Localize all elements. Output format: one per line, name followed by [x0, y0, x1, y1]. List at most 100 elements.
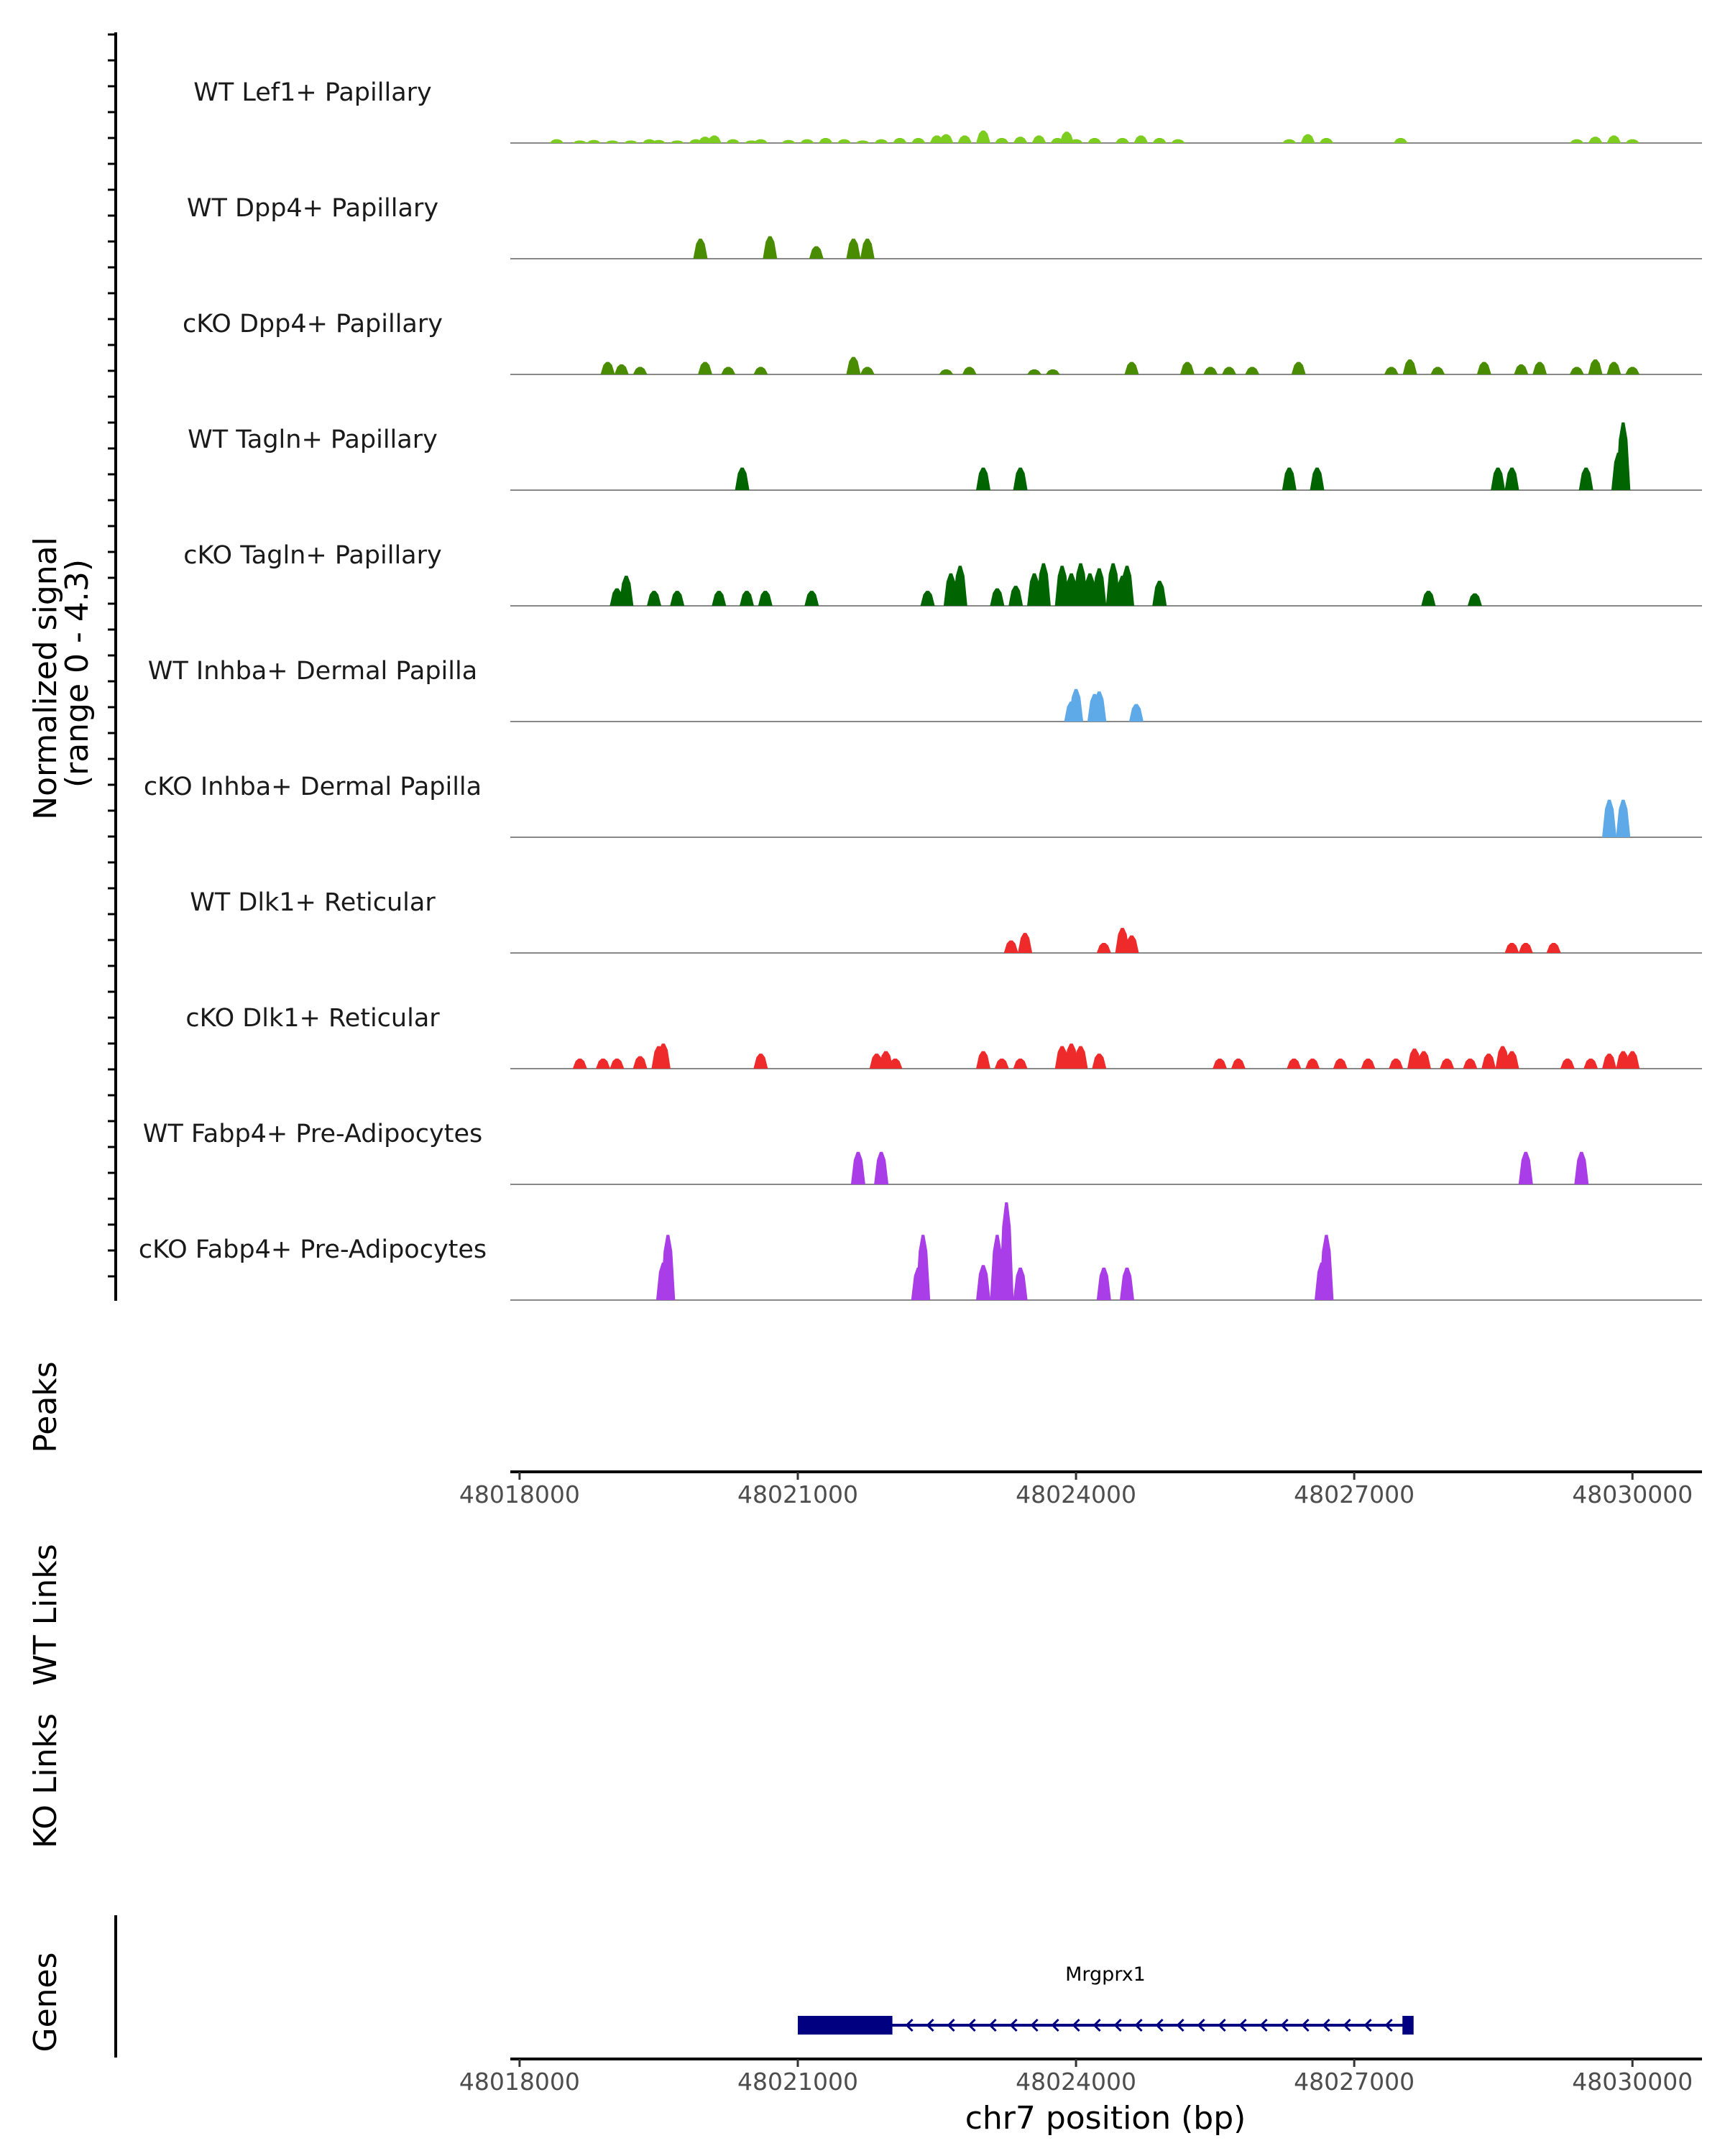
- coverage-peak: [1504, 467, 1519, 490]
- coverage-peak: [707, 135, 722, 143]
- coverage-peak: [600, 361, 615, 374]
- track-5: WT Inhba+ Dermal Papilla: [148, 657, 1702, 722]
- coverage-peak: [753, 367, 768, 374]
- strand-arrow: [1238, 2018, 1247, 2032]
- coverage-peak: [1481, 1054, 1496, 1069]
- signal-axis-title-line1: Normalized signal: [27, 537, 64, 820]
- ko-links-panel-title: KO Links: [27, 1713, 64, 1848]
- x-tick-label: 48024000: [1016, 2068, 1136, 2096]
- coverage-peak: [586, 139, 602, 143]
- coverage-peak: [1389, 1059, 1404, 1069]
- coverage-peak: [888, 1059, 903, 1069]
- coverage-peak: [632, 1056, 648, 1069]
- coverage-peak: [939, 134, 954, 143]
- coverage-peak: [1310, 467, 1325, 490]
- x-tick-label: 48030000: [1572, 1480, 1693, 1508]
- strand-arrow: [1322, 2018, 1330, 2032]
- coverage-peak: [846, 239, 861, 259]
- coverage-peak: [1393, 138, 1408, 143]
- strand-arrow: [1301, 2018, 1310, 2032]
- track-9: WT Fabp4+ Pre-Adipocytes: [143, 1120, 1702, 1185]
- x-tick-label: 48027000: [1294, 1480, 1414, 1508]
- coverage-peak: [1069, 139, 1084, 143]
- track-10: cKO Fabp4+ Pre-Adipocytes: [139, 1202, 1702, 1301]
- x-tick-label: 48021000: [737, 1480, 858, 1508]
- track-label: WT Dpp4+ Papillary: [187, 194, 438, 223]
- coverage-peak: [758, 591, 773, 606]
- coverage-peak: [604, 140, 620, 143]
- x-tick-label: 48024000: [1016, 1480, 1136, 1508]
- coverage-peak: [1467, 593, 1482, 606]
- coverage-peak: [809, 246, 824, 259]
- coverage-peak: [1018, 933, 1033, 953]
- coverage-peak: [1606, 361, 1622, 374]
- coverage-peak: [850, 1151, 865, 1184]
- coverage-peak: [1073, 1046, 1088, 1069]
- strand-arrow: [947, 2018, 955, 2032]
- coverage-peak: [549, 139, 564, 143]
- track-label: WT Tagln+ Papillary: [188, 425, 438, 454]
- strand-arrow: [967, 2018, 976, 2032]
- coverage-peak: [1625, 139, 1640, 143]
- coverage-peak: [1602, 1054, 1616, 1069]
- coverage-peak: [1092, 568, 1107, 606]
- strand-arrow: [1197, 2018, 1205, 2032]
- gene-model-mrgprx1: [797, 2016, 1414, 2035]
- coverage-peak: [725, 139, 740, 143]
- coverage-peak: [1213, 1059, 1228, 1069]
- coverage-peak: [1031, 135, 1046, 143]
- coverage-peak: [1616, 422, 1631, 490]
- coverage-peak: [1532, 361, 1547, 374]
- coverage-peak: [614, 364, 629, 374]
- coverage-peak: [1514, 364, 1529, 374]
- coverage-peak: [1013, 467, 1028, 490]
- track-6: cKO Inhba+ Dermal Papilla: [144, 773, 1702, 838]
- strand-arrow: [926, 2018, 934, 2032]
- track-8: cKO Dlk1+ Reticular: [185, 1004, 1702, 1069]
- coverage-peak: [1384, 367, 1399, 374]
- coverage-peak: [1120, 566, 1134, 606]
- x-tick-label: 48021000: [737, 2068, 858, 2096]
- coverage-peak: [804, 591, 819, 606]
- coverage-peak: [1616, 799, 1631, 837]
- coverage-peak: [1518, 1151, 1533, 1184]
- coverage-peak: [1476, 361, 1491, 374]
- coverage-peak: [1588, 137, 1603, 143]
- coverage-peak: [1027, 369, 1041, 374]
- coverage-peak: [670, 140, 685, 143]
- strand-arrow: [1176, 2018, 1184, 2032]
- coverage-peak: [874, 1151, 889, 1184]
- coverage-peak: [1319, 1235, 1334, 1300]
- signal-axis-title: Normalized signal (range 0 - 4.3): [27, 527, 96, 820]
- coverage-peak: [1087, 138, 1102, 143]
- coverage-peak: [1574, 1151, 1589, 1184]
- coverage-tracks: WT Lef1+ Papillary WT Dpp4+ Papillary cKO …: [139, 78, 1702, 1301]
- coverage-peak: [661, 1235, 676, 1300]
- coverage-peak: [1588, 359, 1603, 374]
- coverage-peak: [763, 236, 778, 259]
- coverage-peak: [1230, 1059, 1246, 1069]
- coverage-peak: [1092, 1054, 1107, 1069]
- coverage-peak: [1569, 139, 1584, 143]
- coverage-peak: [1128, 704, 1144, 722]
- coverage-peak: [698, 361, 712, 374]
- coverage-peak: [994, 138, 1009, 143]
- coverage-peak: [632, 367, 648, 374]
- coverage-peak: [1282, 139, 1297, 143]
- coverage-peak: [916, 1235, 931, 1300]
- coverage-peak: [1583, 1059, 1598, 1069]
- coverage-peak: [855, 140, 870, 143]
- coverage-peak: [957, 135, 972, 143]
- coverage-peak: [952, 566, 967, 606]
- coverage-peak: [1463, 1059, 1478, 1069]
- strand-arrow: [1009, 2018, 1018, 2032]
- signal-axis-ticks: [108, 33, 116, 1278]
- gene-exon: [797, 2016, 893, 2035]
- strand-arrow: [1092, 2018, 1101, 2032]
- coverage-peak: [1430, 367, 1445, 374]
- track-0: WT Lef1+ Papillary: [193, 78, 1702, 144]
- coverage-peak: [1045, 369, 1060, 374]
- strand-arrow: [1280, 2018, 1289, 2032]
- coverage-peak: [1059, 132, 1075, 143]
